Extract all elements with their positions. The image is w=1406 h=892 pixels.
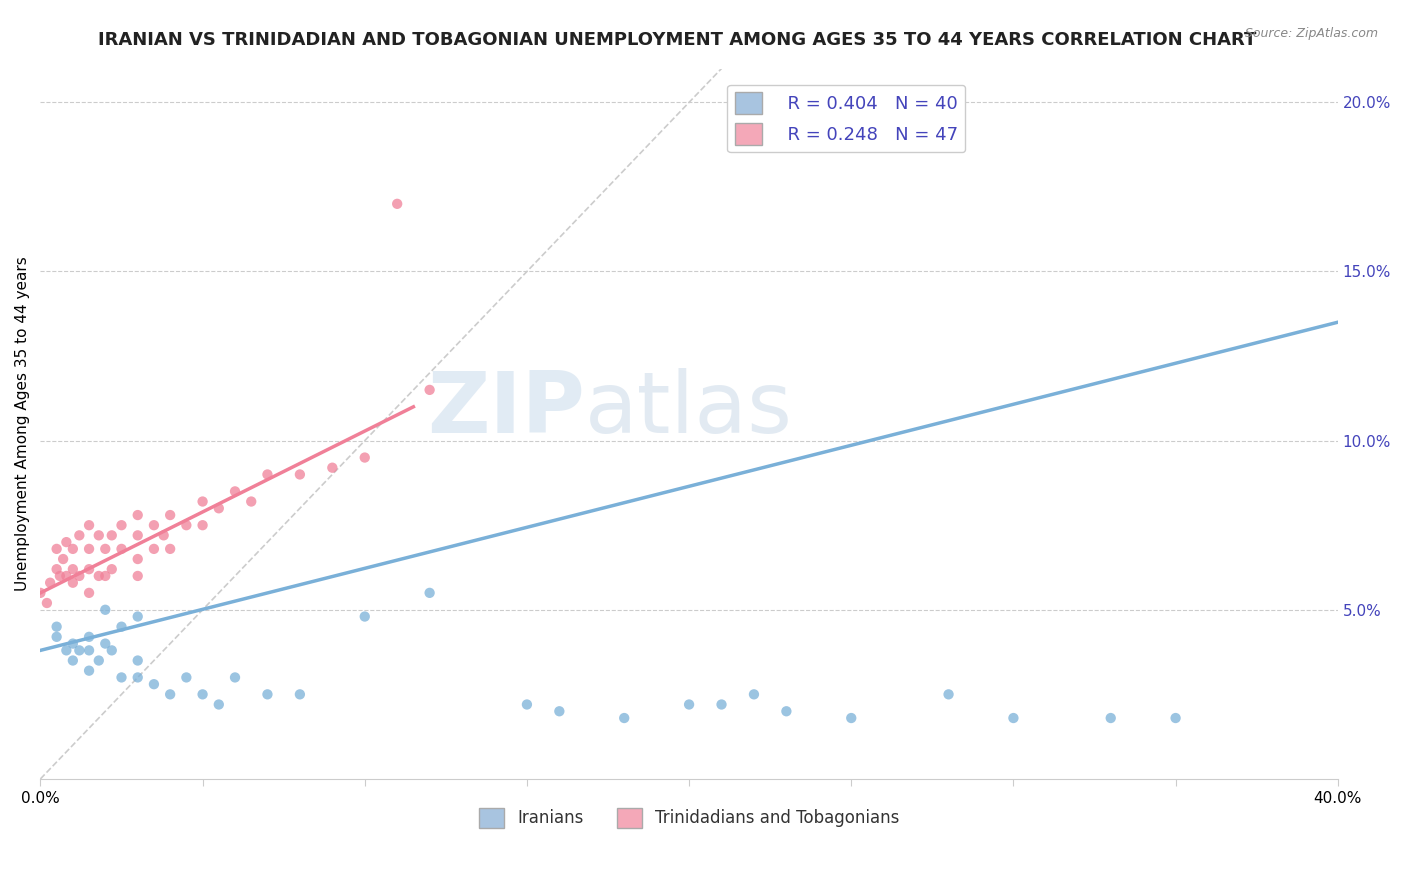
Point (100, 528, 122, 542)
Point (1099, 711, 1122, 725)
Point (775, 704, 797, 718)
Point (87, 653, 110, 667)
Text: ZIP: ZIP (427, 368, 585, 451)
Point (224, 670, 246, 684)
Text: Source: ZipAtlas.com: Source: ZipAtlas.com (1244, 27, 1378, 40)
Point (742, 687, 765, 701)
Point (77, 541, 100, 556)
Point (419, 383, 441, 397)
Point (45, 620, 67, 634)
Point (45, 541, 67, 556)
Point (110, 620, 132, 634)
Point (159, 687, 181, 701)
Point (142, 541, 165, 556)
Point (288, 687, 311, 701)
Point (67, 528, 90, 542)
Point (385, 197, 408, 211)
Point (127, 670, 149, 684)
Point (1002, 711, 1025, 725)
Point (127, 508, 149, 522)
Point (1164, 711, 1187, 725)
Y-axis label: Unemployment Among Ages 35 to 44 years: Unemployment Among Ages 35 to 44 years (15, 256, 30, 591)
Point (127, 609, 149, 624)
Point (62, 541, 84, 556)
Point (419, 586, 441, 600)
Point (100, 562, 122, 576)
Point (45, 630, 67, 644)
Point (94, 569, 117, 583)
Point (77, 518, 100, 533)
Point (127, 528, 149, 542)
Legend: Iranians, Trinidadians and Tobagonians: Iranians, Trinidadians and Tobagonians (472, 801, 905, 835)
Point (191, 518, 214, 533)
Point (55, 535, 77, 549)
Point (94, 637, 117, 651)
Point (77, 630, 100, 644)
Point (548, 704, 571, 718)
Point (35, 596, 58, 610)
Point (127, 653, 149, 667)
Point (94, 541, 117, 556)
Point (288, 467, 311, 482)
Point (208, 501, 231, 516)
Point (52, 552, 75, 566)
Point (67, 569, 90, 583)
Point (516, 698, 538, 712)
Point (159, 508, 181, 522)
Point (62, 637, 84, 651)
Point (938, 687, 960, 701)
Point (62, 562, 84, 576)
Point (256, 467, 278, 482)
Point (94, 603, 117, 617)
Point (127, 552, 149, 566)
Point (256, 687, 278, 701)
Point (208, 698, 231, 712)
Text: atlas: atlas (585, 368, 793, 451)
Point (353, 609, 375, 624)
Point (62, 575, 84, 590)
Point (152, 528, 174, 542)
Point (224, 484, 246, 499)
Point (30, 586, 52, 600)
Point (45, 562, 67, 576)
Point (77, 562, 100, 576)
Point (240, 494, 263, 508)
Point (87, 528, 110, 542)
Text: IRANIAN VS TRINIDADIAN AND TOBAGONIAN UNEMPLOYMENT AMONG AGES 35 TO 44 YEARS COR: IRANIAN VS TRINIDADIAN AND TOBAGONIAN UN… (98, 31, 1257, 49)
Point (159, 541, 181, 556)
Point (353, 450, 375, 465)
Point (67, 643, 90, 657)
Point (191, 687, 214, 701)
Point (191, 494, 214, 508)
Point (839, 711, 862, 725)
Point (87, 569, 110, 583)
Point (55, 569, 77, 583)
Point (142, 677, 165, 691)
Point (678, 698, 700, 712)
Point (55, 643, 77, 657)
Point (39, 575, 62, 590)
Point (710, 698, 733, 712)
Point (176, 518, 198, 533)
Point (77, 664, 100, 678)
Point (62, 653, 84, 667)
Point (110, 541, 132, 556)
Point (176, 670, 198, 684)
Point (613, 711, 636, 725)
Point (142, 518, 165, 533)
Point (127, 569, 149, 583)
Point (77, 643, 100, 657)
Point (110, 670, 132, 684)
Point (49, 569, 72, 583)
Point (100, 643, 122, 657)
Point (321, 460, 343, 475)
Point (110, 518, 132, 533)
Point (77, 586, 100, 600)
